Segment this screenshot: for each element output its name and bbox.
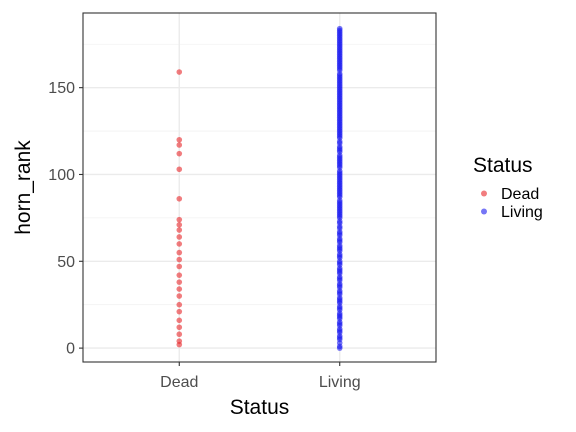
data-point-dead bbox=[176, 142, 183, 148]
plot-border bbox=[82, 12, 437, 363]
data-point-dead bbox=[176, 234, 183, 240]
data-point-dead bbox=[176, 301, 183, 308]
legend-key-dead bbox=[481, 190, 487, 197]
data-point-dead bbox=[176, 166, 183, 173]
y-tick-label: 100 bbox=[48, 167, 75, 184]
data-point-dead bbox=[176, 222, 183, 228]
x-tick-label: Dead bbox=[160, 374, 198, 391]
data-point-dead bbox=[176, 136, 183, 143]
data-point-dead bbox=[176, 286, 183, 292]
data-point-dead bbox=[176, 241, 183, 247]
data-point-dead bbox=[176, 272, 183, 278]
data-point-dead bbox=[176, 256, 183, 263]
legend-title: Status bbox=[473, 154, 533, 177]
y-axis-title: horn_rank bbox=[12, 140, 35, 235]
y-tick-label: 0 bbox=[66, 341, 75, 358]
data-point-dead bbox=[176, 293, 183, 299]
data-points bbox=[176, 25, 343, 351]
legend-label-dead: Dead bbox=[501, 186, 539, 203]
x-tick-label: Living bbox=[319, 374, 361, 391]
data-point-dead bbox=[176, 227, 183, 233]
data-point-dead bbox=[176, 69, 183, 75]
data-point-dead bbox=[176, 249, 183, 256]
data-point-dead bbox=[176, 338, 183, 344]
legend-key-living bbox=[481, 208, 487, 215]
data-point-dead bbox=[176, 331, 183, 338]
data-point-dead bbox=[176, 216, 183, 223]
data-point-living bbox=[336, 25, 343, 32]
data-point-dead bbox=[176, 308, 183, 315]
plot-background bbox=[83, 13, 436, 362]
y-tick-label: 50 bbox=[57, 254, 75, 271]
data-point-dead bbox=[176, 324, 183, 331]
data-point-dead bbox=[176, 317, 183, 324]
legend-label-living: Living bbox=[501, 204, 543, 221]
axis-ticks: 0 50 100 150 Dead Living bbox=[48, 80, 360, 391]
y-tick-label: 150 bbox=[48, 80, 75, 97]
data-point-dead bbox=[176, 263, 183, 270]
data-point-dead bbox=[176, 195, 183, 202]
x-axis-title: Status bbox=[230, 396, 290, 419]
data-point-dead bbox=[176, 150, 183, 157]
data-point-dead bbox=[176, 279, 183, 285]
